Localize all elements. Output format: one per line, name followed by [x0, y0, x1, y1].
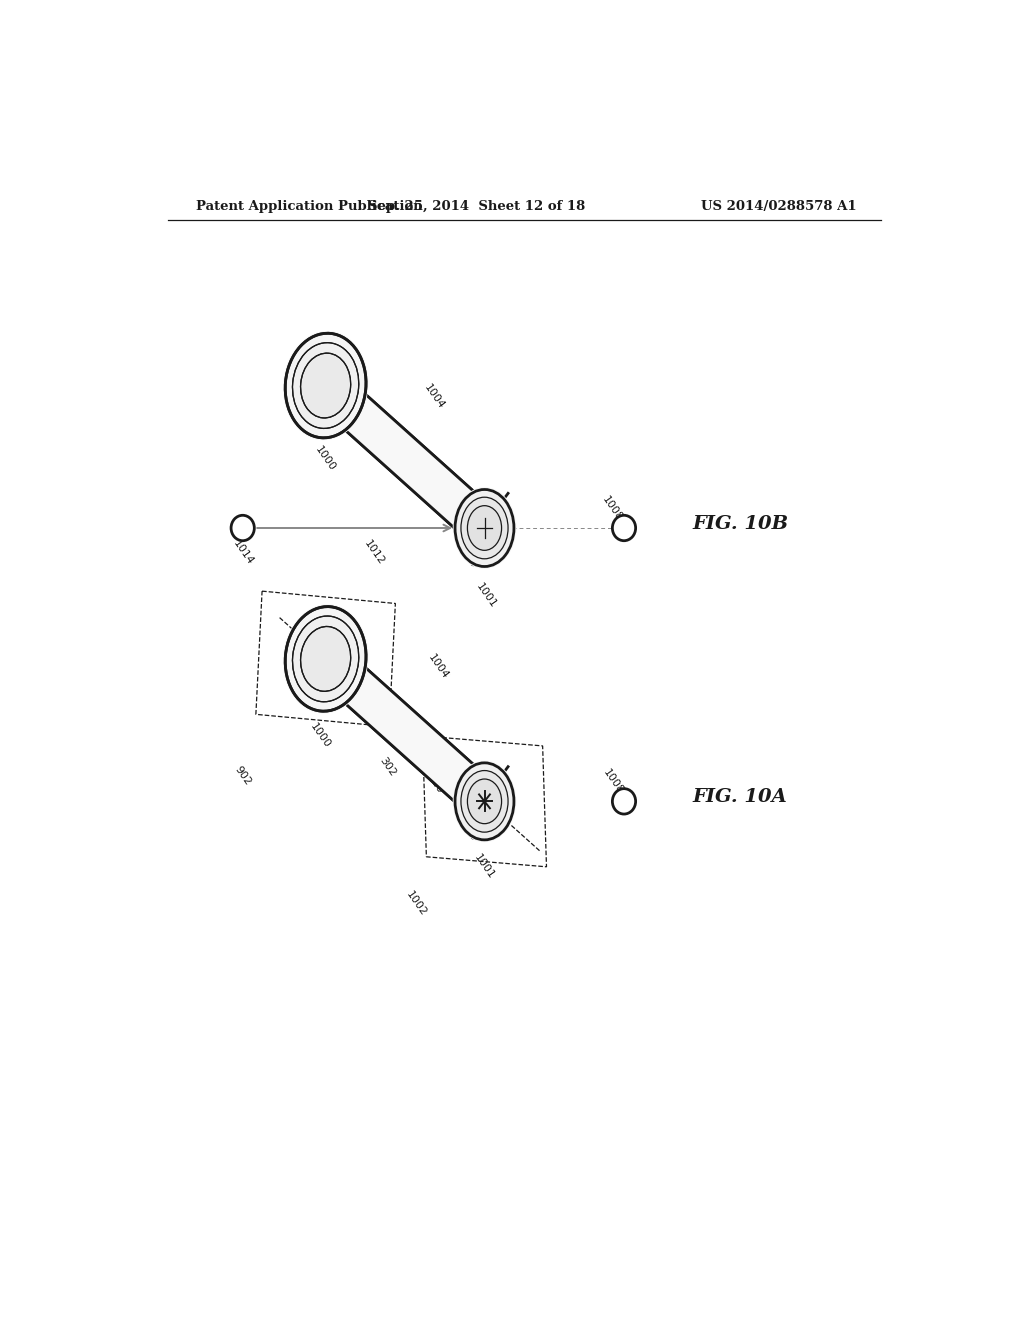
Text: Patent Application Publication: Patent Application Publication: [197, 199, 423, 213]
Text: 1000: 1000: [313, 445, 338, 473]
Text: US 2014/0288578 A1: US 2014/0288578 A1: [701, 199, 857, 213]
Ellipse shape: [612, 515, 636, 541]
Ellipse shape: [301, 354, 350, 418]
Text: 1008: 1008: [601, 768, 626, 796]
Text: FIG. 10A: FIG. 10A: [692, 788, 787, 807]
Ellipse shape: [612, 788, 636, 814]
Text: FIG. 10B: FIG. 10B: [692, 515, 788, 533]
Text: 1000: 1000: [308, 722, 333, 750]
Ellipse shape: [283, 331, 369, 440]
Ellipse shape: [231, 515, 254, 541]
Ellipse shape: [467, 779, 502, 824]
Ellipse shape: [461, 498, 508, 558]
Text: 902: 902: [232, 764, 253, 787]
Text: 1014: 1014: [230, 539, 255, 566]
Ellipse shape: [301, 627, 350, 692]
Polygon shape: [312, 371, 498, 543]
Ellipse shape: [455, 490, 514, 566]
Ellipse shape: [461, 771, 508, 832]
Ellipse shape: [293, 343, 358, 429]
Text: 1004: 1004: [422, 383, 446, 412]
Ellipse shape: [467, 506, 502, 550]
Ellipse shape: [286, 333, 366, 438]
Text: 1001: 1001: [474, 582, 498, 610]
Ellipse shape: [453, 487, 516, 569]
Text: 1008: 1008: [600, 495, 625, 523]
Text: 1010: 1010: [428, 495, 452, 524]
Polygon shape: [312, 644, 498, 816]
Text: 302: 302: [378, 755, 397, 777]
Text: 1002: 1002: [404, 890, 428, 917]
Text: 1004: 1004: [426, 652, 451, 681]
Ellipse shape: [283, 605, 369, 714]
Text: 1001: 1001: [472, 853, 497, 880]
Ellipse shape: [293, 616, 358, 702]
Text: 1012: 1012: [362, 539, 386, 566]
Text: 1010: 1010: [422, 768, 445, 796]
Ellipse shape: [455, 763, 514, 840]
Ellipse shape: [453, 760, 516, 842]
Ellipse shape: [286, 607, 366, 711]
Text: Sep. 25, 2014  Sheet 12 of 18: Sep. 25, 2014 Sheet 12 of 18: [368, 199, 586, 213]
